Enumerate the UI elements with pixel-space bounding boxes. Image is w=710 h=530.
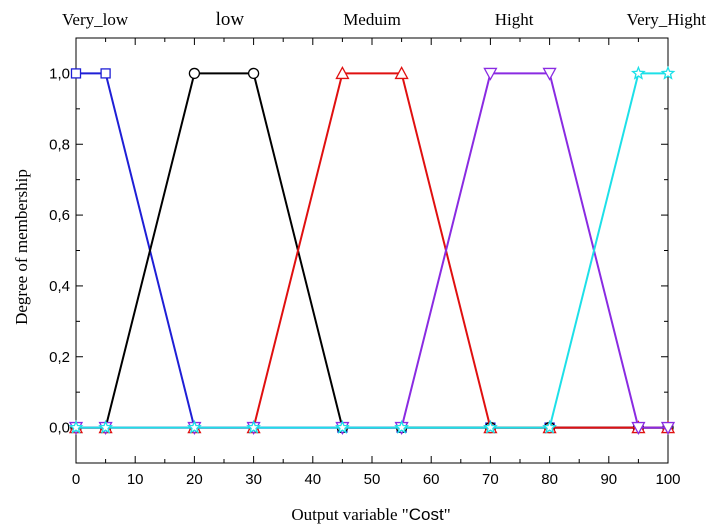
data-point <box>660 421 676 435</box>
x-tick-label: 90 <box>600 471 617 488</box>
series-hight <box>68 67 676 435</box>
x-tick-label: 20 <box>186 471 203 488</box>
plot-axes <box>75 37 669 464</box>
series-line <box>76 72 668 429</box>
data-point <box>483 67 498 81</box>
x-tick-label: 100 <box>655 471 680 488</box>
y-tick-label: 1,0 <box>49 65 70 82</box>
series-group <box>68 65 676 435</box>
data-point <box>100 68 111 79</box>
data-point <box>247 67 260 80</box>
legend-label: Very_low <box>62 10 129 29</box>
x-axis-label-suffix: " <box>444 505 451 524</box>
x-axis-label-variable: Cost <box>409 505 444 524</box>
y-axis-label: Degree of membership <box>12 169 31 325</box>
series-very-low <box>70 68 674 433</box>
x-tick-label: 70 <box>482 471 499 488</box>
series-very-hight <box>68 65 676 434</box>
data-point <box>542 419 558 434</box>
data-point <box>394 66 409 80</box>
legend-label: Hight <box>495 10 534 29</box>
series-line <box>76 72 668 429</box>
y-tick-label: 0,6 <box>49 207 70 224</box>
plot-frame <box>75 37 669 464</box>
data-point <box>482 419 498 434</box>
x-tick-label: 50 <box>364 471 381 488</box>
data-point <box>70 68 82 79</box>
legend-labels: Very_low low Meduim Hight Very_Hight <box>62 9 706 30</box>
y-axis-ticks: 0,0 0,2 0,4 0,6 0,8 1,0 <box>49 37 668 437</box>
y-tick-label: 0,8 <box>49 136 70 153</box>
data-point <box>630 65 646 80</box>
y-tick-label: 0,4 <box>49 278 70 295</box>
x-tick-label: 60 <box>423 471 440 488</box>
data-point <box>335 66 350 80</box>
data-point <box>246 419 262 434</box>
x-tick-label: 80 <box>541 471 558 488</box>
series-line <box>76 72 668 429</box>
legend-label: Meduim <box>343 10 401 29</box>
series-line <box>76 72 668 429</box>
x-tick-label: 40 <box>304 471 321 488</box>
data-point <box>542 67 557 81</box>
data-point <box>188 67 201 80</box>
data-point <box>660 65 676 80</box>
data-point <box>186 419 202 434</box>
data-point <box>68 419 84 434</box>
x-axis-label: Output variable "Cost" <box>291 505 450 524</box>
x-tick-label: 0 <box>72 471 80 488</box>
data-point <box>631 421 646 435</box>
y-tick-label: 0,0 <box>49 420 70 437</box>
series-meduim <box>68 66 676 434</box>
x-tick-label: 10 <box>127 471 144 488</box>
data-point <box>394 419 410 434</box>
y-tick-label: 0,2 <box>49 349 70 366</box>
x-tick-label: 30 <box>245 471 262 488</box>
legend-label: low <box>216 9 245 30</box>
data-point <box>98 419 114 434</box>
x-axis-ticks: 0 10 20 30 40 50 60 70 80 90 100 <box>72 38 681 488</box>
x-axis-label-prefix: Output variable " <box>291 505 408 524</box>
data-point <box>334 419 350 434</box>
series-low <box>70 67 674 434</box>
series-line <box>76 72 668 429</box>
legend-label: Very_Hight <box>627 10 707 29</box>
